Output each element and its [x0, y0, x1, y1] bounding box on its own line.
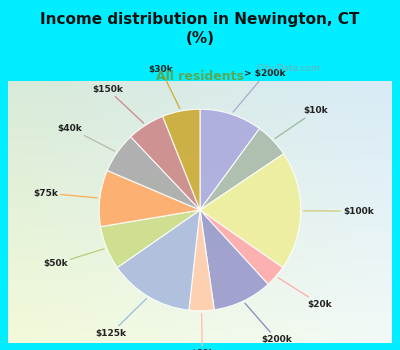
- Wedge shape: [189, 210, 214, 311]
- Text: Income distribution in Newington, CT
(%): Income distribution in Newington, CT (%): [40, 12, 360, 46]
- Wedge shape: [163, 109, 200, 210]
- Wedge shape: [200, 210, 283, 284]
- Wedge shape: [200, 154, 301, 267]
- Text: $60k: $60k: [190, 314, 214, 350]
- Wedge shape: [107, 137, 200, 210]
- Wedge shape: [131, 116, 200, 210]
- Text: City-Data.com: City-Data.com: [257, 64, 321, 73]
- Wedge shape: [99, 170, 200, 227]
- Text: $200k: $200k: [245, 303, 292, 344]
- Wedge shape: [100, 210, 200, 267]
- Text: $30k: $30k: [148, 65, 180, 108]
- Text: $100k: $100k: [304, 206, 374, 216]
- Text: $125k: $125k: [96, 299, 146, 337]
- Wedge shape: [200, 210, 268, 310]
- Text: $40k: $40k: [58, 124, 115, 151]
- Text: > $200k: > $200k: [233, 69, 286, 112]
- Text: $150k: $150k: [92, 85, 144, 123]
- Text: All residents: All residents: [156, 70, 244, 83]
- Wedge shape: [200, 109, 260, 210]
- Wedge shape: [200, 129, 284, 210]
- Text: $50k: $50k: [43, 249, 104, 268]
- Text: $20k: $20k: [278, 278, 332, 309]
- Wedge shape: [117, 210, 200, 310]
- Text: $10k: $10k: [275, 106, 328, 139]
- Text: $75k: $75k: [33, 189, 97, 198]
